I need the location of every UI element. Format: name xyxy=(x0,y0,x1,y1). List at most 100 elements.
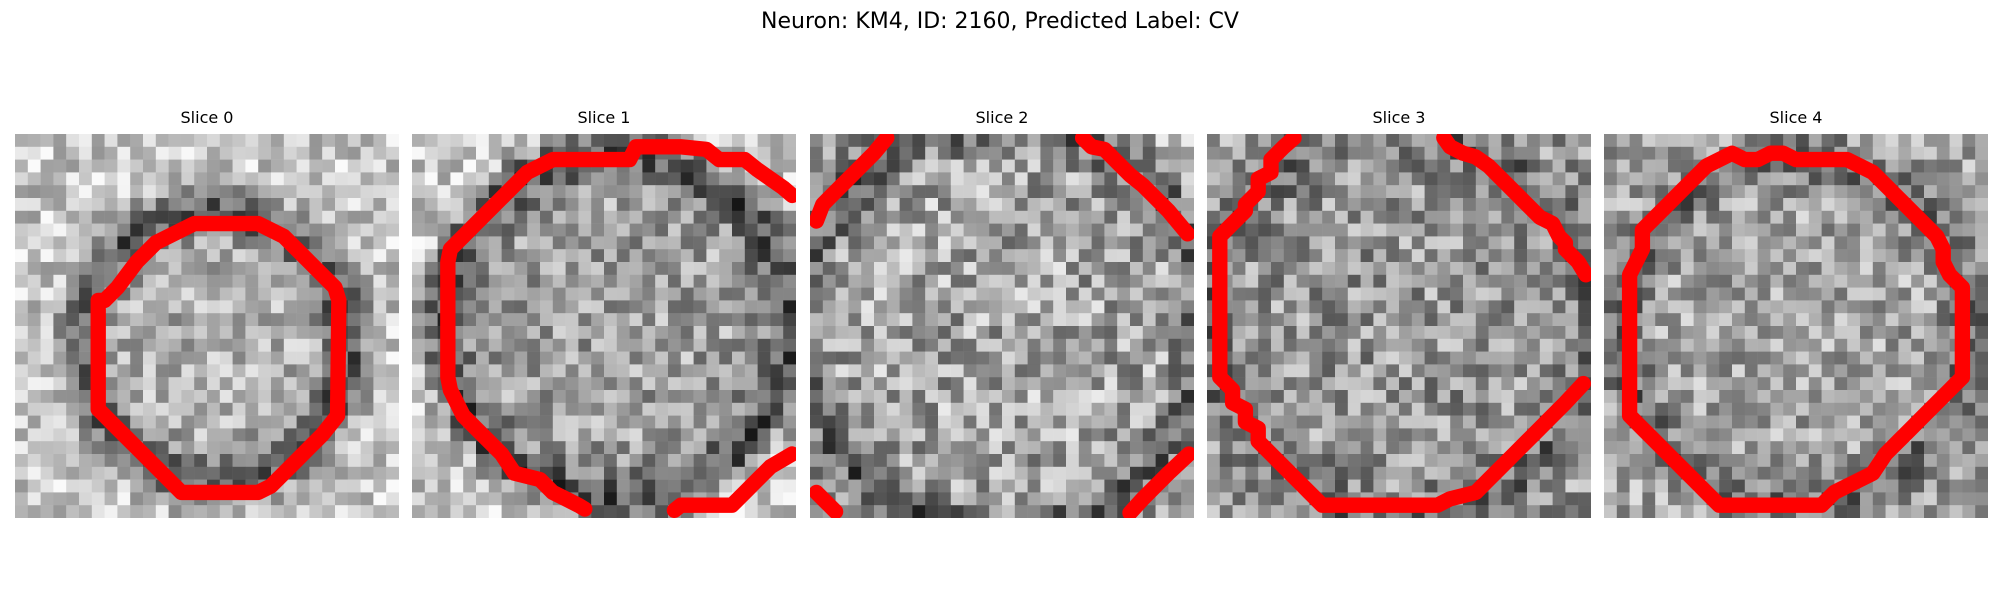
pixel xyxy=(66,351,80,365)
pixel xyxy=(168,300,182,314)
pixel xyxy=(810,505,824,518)
pixel xyxy=(540,134,554,148)
pixel xyxy=(1783,172,1797,186)
pixel xyxy=(1924,274,1938,288)
slice-image-3 xyxy=(1207,134,1591,518)
pixel xyxy=(130,198,144,212)
pixel xyxy=(861,466,875,480)
pixel xyxy=(1732,390,1746,404)
pixel xyxy=(1770,377,1784,391)
pixel xyxy=(848,236,862,250)
pixel xyxy=(488,172,502,186)
pixel xyxy=(810,441,824,455)
pixel-grid-1 xyxy=(412,134,796,518)
pixel xyxy=(950,364,964,378)
pixel xyxy=(66,492,80,506)
pixel xyxy=(309,492,323,506)
pixel xyxy=(1207,159,1221,173)
pixel xyxy=(1680,146,1694,160)
pixel xyxy=(527,210,541,224)
pixel xyxy=(925,274,939,288)
pixel xyxy=(1680,262,1694,276)
pixel xyxy=(1565,364,1579,378)
pixel xyxy=(117,454,131,468)
pixel xyxy=(1232,313,1246,327)
pixel xyxy=(629,492,643,506)
pixel xyxy=(1142,454,1156,468)
pixel xyxy=(1335,223,1349,237)
pixel xyxy=(347,210,361,224)
pixel xyxy=(1719,441,1733,455)
pixel xyxy=(117,377,131,391)
pixel xyxy=(360,249,374,263)
pixel xyxy=(40,402,54,416)
pixel xyxy=(642,223,656,237)
pixel xyxy=(1501,338,1515,352)
pixel xyxy=(1155,441,1169,455)
pixel xyxy=(1040,390,1054,404)
pixel xyxy=(335,492,349,506)
pixel xyxy=(360,441,374,455)
pixel xyxy=(899,262,913,276)
pixel xyxy=(181,402,195,416)
pixel xyxy=(1821,454,1835,468)
pixel xyxy=(1450,198,1464,212)
pixel xyxy=(1975,262,1988,276)
pixel xyxy=(296,185,310,199)
pixel xyxy=(1604,402,1618,416)
pixel xyxy=(1066,172,1080,186)
pixel xyxy=(219,326,233,340)
pixel xyxy=(604,492,618,506)
pixel xyxy=(245,262,259,276)
pixel xyxy=(1732,479,1746,493)
pixel xyxy=(835,223,849,237)
pixel xyxy=(1796,338,1810,352)
pixel xyxy=(1655,364,1669,378)
pixel xyxy=(1245,249,1259,263)
pixel xyxy=(1834,441,1848,455)
pixel xyxy=(874,249,888,263)
pixel xyxy=(1834,428,1848,442)
pixel xyxy=(1399,172,1413,186)
pixel xyxy=(104,479,118,493)
pixel xyxy=(245,287,259,301)
pixel xyxy=(925,210,939,224)
pixel xyxy=(1975,351,1988,365)
pixel xyxy=(1219,466,1233,480)
pixel xyxy=(488,146,502,160)
pixel xyxy=(1386,223,1400,237)
pixel xyxy=(1360,210,1374,224)
pixel xyxy=(1552,492,1566,506)
pixel xyxy=(424,415,438,429)
pixel xyxy=(322,172,336,186)
pixel xyxy=(783,390,796,404)
pixel xyxy=(1078,441,1092,455)
pixel xyxy=(15,377,29,391)
pixel xyxy=(1719,287,1733,301)
pixel xyxy=(1104,364,1118,378)
pixel xyxy=(245,364,259,378)
pixel xyxy=(373,402,387,416)
pixel xyxy=(271,146,285,160)
pixel xyxy=(1450,249,1464,263)
pixel xyxy=(91,428,105,442)
pixel xyxy=(1411,338,1425,352)
pixel xyxy=(1783,198,1797,212)
pixel xyxy=(1962,172,1976,186)
pixel xyxy=(1207,210,1221,224)
pixel xyxy=(1680,287,1694,301)
pixel xyxy=(642,274,656,288)
pixel xyxy=(1975,198,1988,212)
pixel xyxy=(938,172,952,186)
pixel xyxy=(1783,236,1797,250)
pixel xyxy=(540,428,554,442)
pixel xyxy=(1616,159,1630,173)
pixel xyxy=(1335,454,1349,468)
pixel xyxy=(668,466,682,480)
pixel xyxy=(668,402,682,416)
pixel xyxy=(822,287,836,301)
pixel xyxy=(1386,402,1400,416)
pixel xyxy=(40,415,54,429)
pixel xyxy=(143,415,157,429)
slice-image-4 xyxy=(1604,134,1988,518)
